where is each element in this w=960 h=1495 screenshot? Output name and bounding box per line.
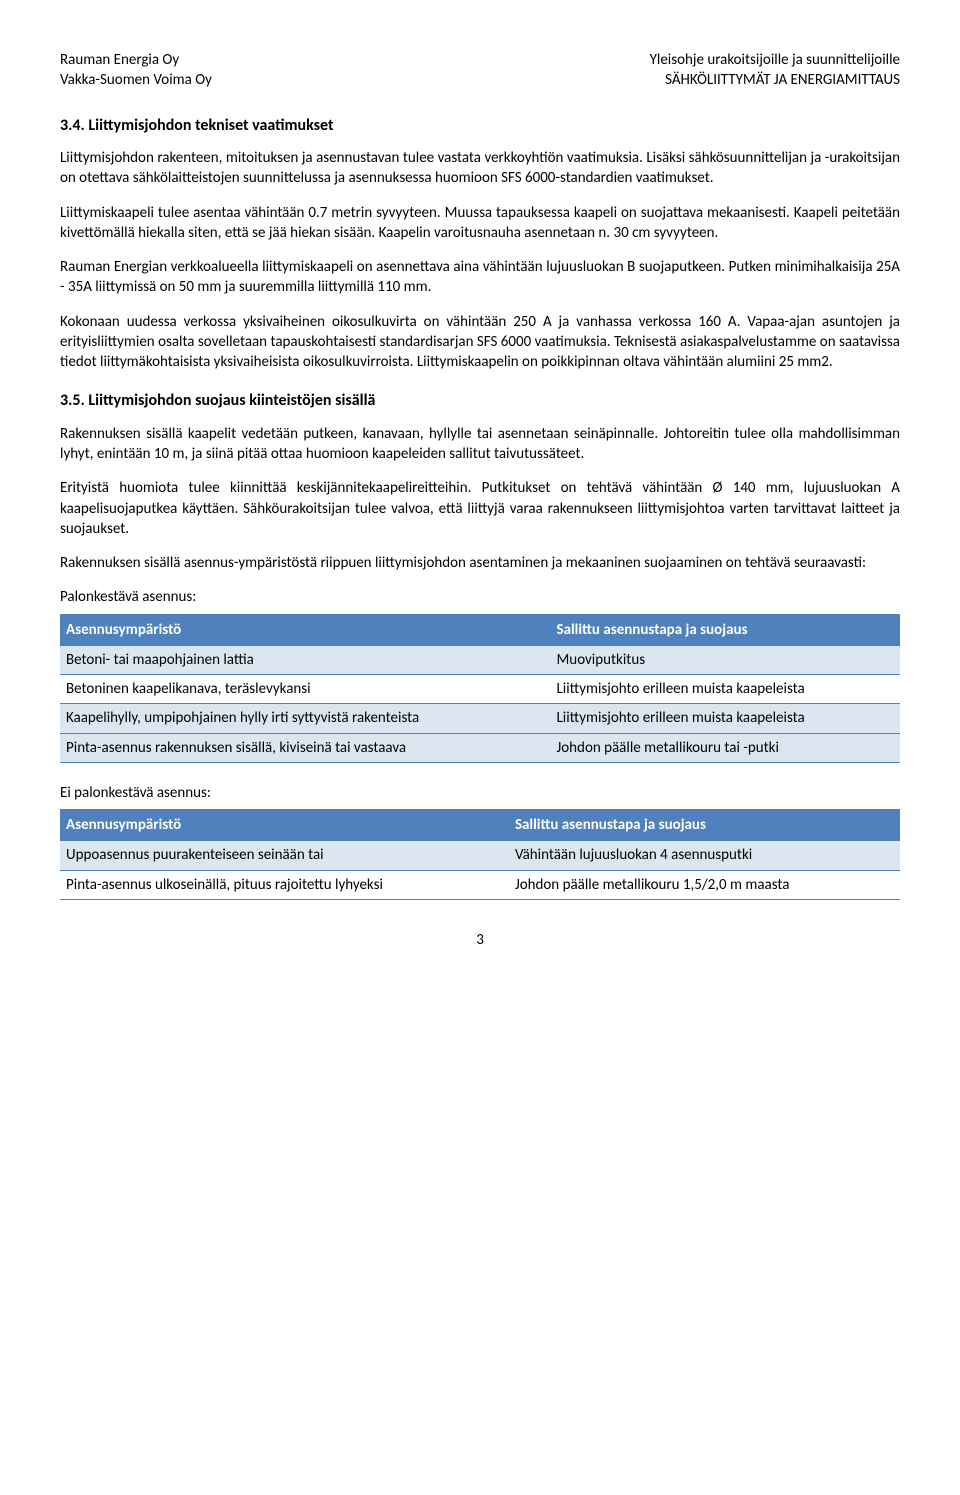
table2-caption: Ei palonkestävä asennus: (60, 783, 900, 803)
paragraph-3-4-3: Rauman Energian verkkoalueella liittymis… (60, 257, 900, 298)
table2-r1-c2: Johdon päälle metallikouru 1,5/2,0 m maa… (509, 870, 900, 899)
table1-caption: Palonkestävä asennus: (60, 587, 900, 607)
table1-header-col1: Asennusympäristö (60, 615, 550, 645)
table-row: Betoni- tai maapohjainen lattia Muoviput… (60, 645, 900, 675)
table-row: Uppoasennus puurakenteiseen seinään tai … (60, 840, 900, 870)
table1-header-col2: Sallittu asennustapa ja suojaus (550, 615, 900, 645)
paragraph-3-5-3: Rakennuksen sisällä asennus-ympäristöstä… (60, 553, 900, 573)
table1-r2-c2: Liittymisjohto erilleen muista kaapeleis… (550, 704, 900, 733)
table1-r1-c1: Betoninen kaapelikanava, teräslevykansi (60, 675, 550, 704)
table1-r3-c1: Pinta-asennus rakennuksen sisällä, kivis… (60, 733, 550, 762)
heading-3-5: 3.5. Liittymisjohdon suojaus kiinteistöj… (60, 390, 900, 412)
table-non-fireproof: Asennusympäristö Sallittu asennustapa ja… (60, 809, 900, 900)
header-doc-title-2: SÄHKÖLIITTYMÄT JA ENERGIAMITTAUS (650, 70, 900, 90)
table2-header-col1: Asennusympäristö (60, 810, 509, 840)
page-number: 3 (60, 930, 900, 950)
table-row: Betoninen kaapelikanava, teräslevykansi … (60, 675, 900, 704)
paragraph-3-5-2: Erityistä huomiota tulee kiinnittää kesk… (60, 478, 900, 539)
page-header: Rauman Energia Oy Vakka-Suomen Voima Oy … (60, 50, 900, 91)
table-row: Kaapelihylly, umpipohjainen hylly irti s… (60, 704, 900, 733)
table1-r2-c1: Kaapelihylly, umpipohjainen hylly irti s… (60, 704, 550, 733)
header-left: Rauman Energia Oy Vakka-Suomen Voima Oy (60, 50, 212, 91)
table1-r1-c2: Liittymisjohto erilleen muista kaapeleis… (550, 675, 900, 704)
header-company-2: Vakka-Suomen Voima Oy (60, 70, 212, 90)
table1-r0-c2: Muoviputkitus (550, 645, 900, 675)
paragraph-3-5-1: Rakennuksen sisällä kaapelit vedetään pu… (60, 424, 900, 465)
heading-3-4: 3.4. Liittymisjohdon tekniset vaatimukse… (60, 115, 900, 137)
table1-r3-c2: Johdon päälle metallikouru tai -putki (550, 733, 900, 762)
table-row: Pinta-asennus rakennuksen sisällä, kivis… (60, 733, 900, 762)
paragraph-3-4-1: Liittymisjohdon rakenteen, mitoituksen j… (60, 148, 900, 189)
table2-header-col2: Sallittu asennustapa ja suojaus (509, 810, 900, 840)
table1-r0-c1: Betoni- tai maapohjainen lattia (60, 645, 550, 675)
header-doc-title-1: Yleisohje urakoitsijoille ja suunnitteli… (650, 50, 900, 70)
header-company-1: Rauman Energia Oy (60, 50, 212, 70)
paragraph-3-4-4: Kokonaan uudessa verkossa yksivaiheinen … (60, 312, 900, 373)
paragraph-3-4-2: Liittymiskaapeli tulee asentaa vähintään… (60, 203, 900, 244)
table-fireproof: Asennusympäristö Sallittu asennustapa ja… (60, 614, 900, 763)
table2-r0-c1: Uppoasennus puurakenteiseen seinään tai (60, 840, 509, 870)
table2-r0-c2: Vähintään lujuusluokan 4 asennusputki (509, 840, 900, 870)
header-right: Yleisohje urakoitsijoille ja suunnitteli… (650, 50, 900, 91)
table-row: Pinta-asennus ulkoseinällä, pituus rajoi… (60, 870, 900, 899)
table2-r1-c1: Pinta-asennus ulkoseinällä, pituus rajoi… (60, 870, 509, 899)
